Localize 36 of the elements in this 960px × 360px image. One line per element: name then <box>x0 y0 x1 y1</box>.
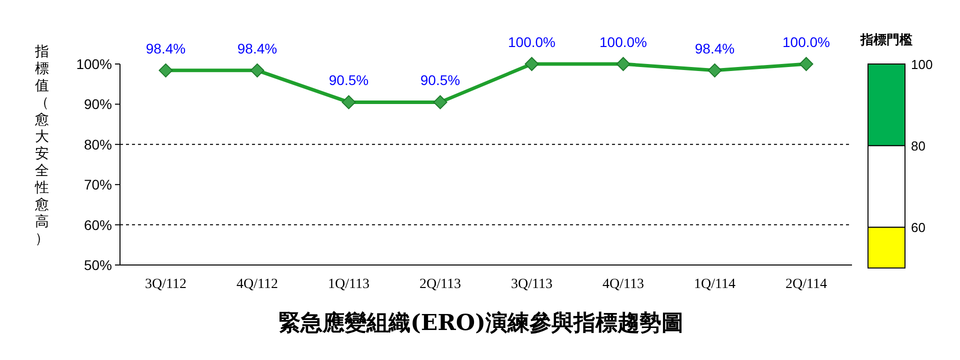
point <box>158 63 173 78</box>
y-tick-label: 100% <box>76 56 112 72</box>
y-tick-label: 90% <box>84 96 112 112</box>
x-tick-label: 2Q/114 <box>786 277 827 292</box>
point <box>524 57 539 71</box>
data-label: 90.5% <box>420 72 460 88</box>
text: 緊急應變組織(ERO)演練參與指標趨勢圖 <box>278 310 684 336</box>
data-label: 98.4% <box>146 40 186 56</box>
x-tick-label: 3Q/112 <box>145 277 186 292</box>
y-tick-label: 100 <box>911 57 933 72</box>
point <box>616 57 630 71</box>
x-tick-label: 2Q/113 <box>420 277 461 292</box>
point <box>799 57 814 71</box>
data-label: 98.4% <box>694 40 735 56</box>
x-tick-label: 4Q/113 <box>602 277 644 292</box>
y-tick-label: 80 <box>911 138 926 154</box>
point <box>250 63 264 78</box>
point <box>342 95 356 110</box>
data-label: 100.0% <box>508 34 556 50</box>
x-tick-label: 1Q/114 <box>694 277 736 292</box>
point <box>433 95 448 110</box>
y-tick-label: 70% <box>84 176 112 193</box>
x-tick-label: 4Q/112 <box>236 277 278 292</box>
point <box>708 63 722 78</box>
y-tick-label: 60 <box>911 220 926 236</box>
y-tick-label: 80% <box>84 136 112 152</box>
y-tick-label: 60% <box>84 216 112 233</box>
data-label: 98.4% <box>237 40 278 56</box>
chart-title: 指標門檻 <box>860 33 912 48</box>
text: 指標值（愈大安全性愈高） <box>35 44 49 247</box>
data-label: 100.0% <box>600 34 647 50</box>
y-tick-label: 50% <box>84 257 112 273</box>
data-label: 100.0% <box>782 34 830 50</box>
x-tick-label: 1Q/113 <box>328 277 370 292</box>
data-label: 90.5% <box>328 72 369 88</box>
x-tick-label: 3Q/113 <box>511 277 552 292</box>
